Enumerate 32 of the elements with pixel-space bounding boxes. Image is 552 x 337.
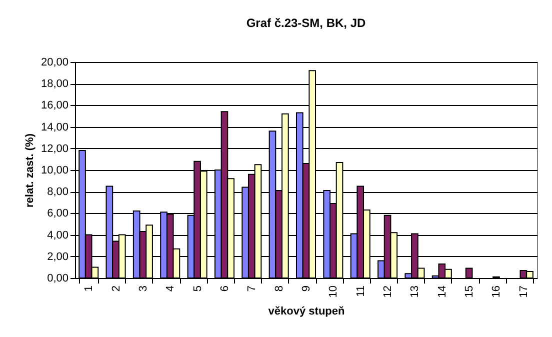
x-tick-label: 14 [436, 286, 448, 298]
x-tick-label: 17 [518, 286, 530, 298]
x-tick-label: 5 [192, 286, 204, 292]
x-tick-label: 8 [273, 286, 286, 292]
y-tick-label: 14,00 [40, 121, 68, 134]
bar [465, 268, 473, 278]
x-tick-label: 3 [137, 286, 150, 292]
y-tick-label: 4,00 [47, 229, 68, 242]
x-tick-label: 11 [354, 286, 367, 297]
y-tick-label: 20,00 [40, 56, 68, 68]
x-axis-title: věkový stupeň [268, 306, 345, 318]
y-tick-label: 18,00 [40, 78, 68, 90]
x-tick-label: 6 [218, 286, 231, 292]
x-tick-label: 12 [382, 286, 394, 298]
x-tick-label: 10 [328, 286, 340, 298]
y-tick-label: 16,00 [40, 100, 68, 112]
y-axis-title: relat. zast. (%) [24, 133, 36, 208]
x-tick-label: 4 [164, 286, 177, 292]
x-tick-label: 15 [464, 286, 476, 298]
x-tick-label: 7 [246, 286, 258, 292]
y-tick-label: 2,00 [47, 250, 68, 263]
y-tick-label: 0,00 [47, 272, 68, 284]
x-tick-label: 9 [300, 286, 312, 292]
x-tick-label: 13 [409, 286, 422, 298]
x-tick-label: 16 [490, 286, 503, 298]
x-tick-label: 1 [83, 286, 96, 292]
x-tick-label: 2 [110, 286, 122, 292]
y-tick-label: 8,00 [47, 186, 68, 198]
y-tick-label: 12,00 [40, 142, 68, 155]
chart-title: Graf č.23-SM, BK, JD [246, 16, 366, 30]
y-tick-label: 6,00 [47, 208, 68, 220]
y-tick-label: 10,00 [40, 164, 68, 176]
